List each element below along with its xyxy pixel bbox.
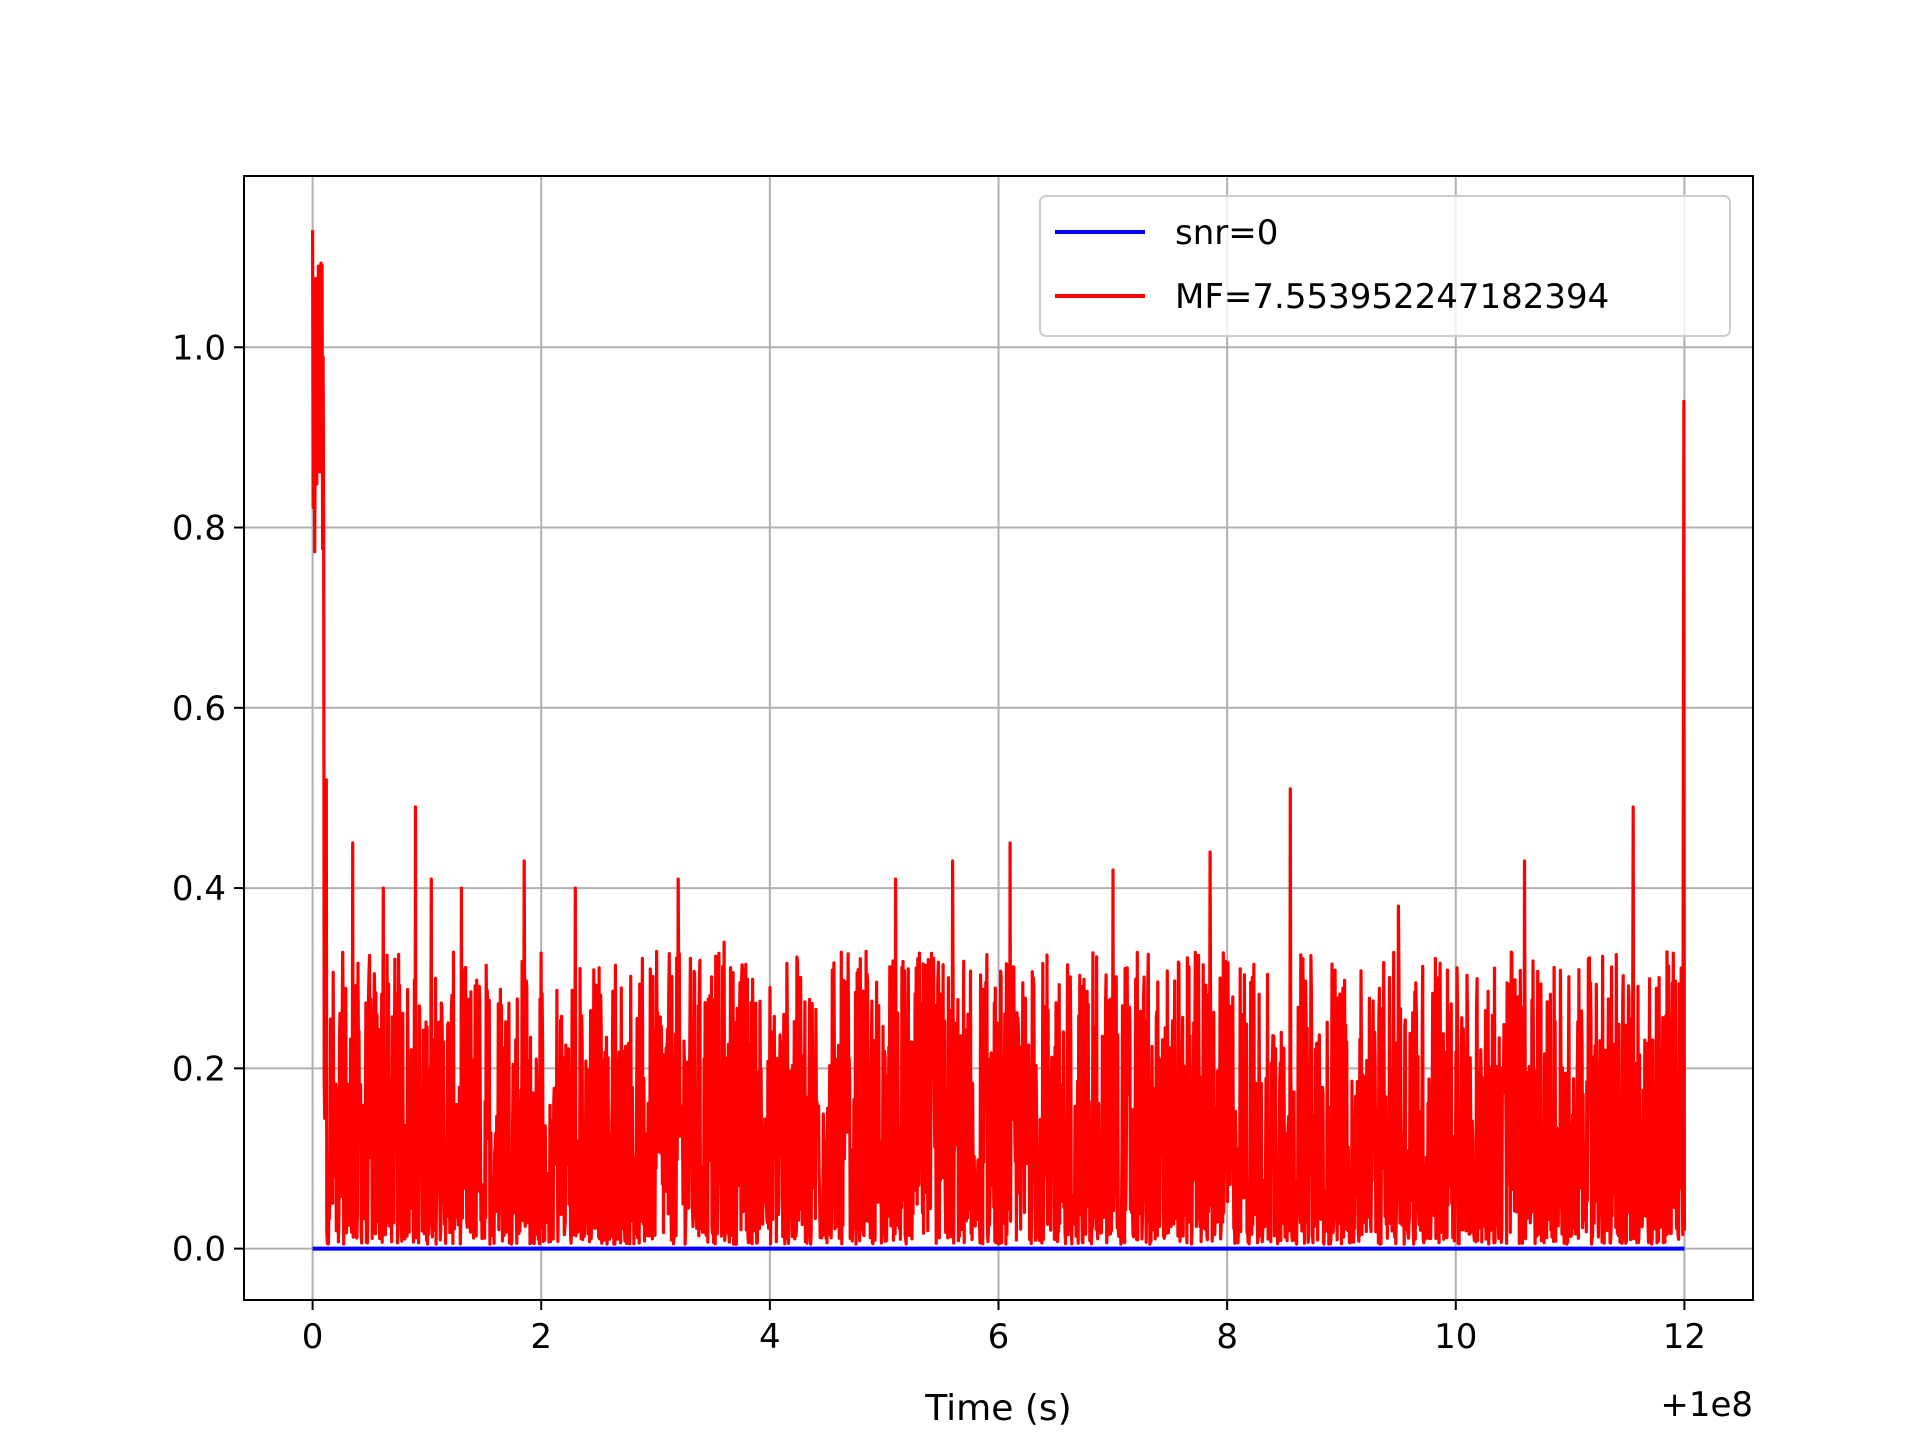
y-tick-label: 0.8 <box>172 509 226 549</box>
legend-entry: snr=0 <box>1175 213 1278 253</box>
ticks: 0 2 4 6 8 10 12 0.0 0.2 0.4 0.6 0.8 1.0 <box>172 328 1706 1357</box>
x-tick-label: 2 <box>530 1317 552 1357</box>
x-axis-offset-label: +1e8 <box>1660 1385 1753 1425</box>
y-tick-label: 0.2 <box>172 1049 226 1089</box>
series-line-mf <box>311 230 1686 1246</box>
legend: snr=0 MF=7.553952247182394 <box>1039 195 1731 337</box>
legend-box <box>1039 195 1731 337</box>
y-tick-label: 0.4 <box>172 869 226 909</box>
x-tick-label: 12 <box>1663 1317 1706 1357</box>
series-layer <box>311 230 1686 1251</box>
y-tick-label: 1.0 <box>172 328 226 368</box>
y-tick-label: 0.0 <box>172 1230 226 1270</box>
x-tick-label: 4 <box>759 1317 781 1357</box>
x-tick-label: 10 <box>1434 1317 1477 1357</box>
legend-entry: MF=7.553952247182394 <box>1175 277 1609 317</box>
x-tick-label: 0 <box>302 1317 324 1357</box>
x-tick-label: 8 <box>1216 1317 1238 1357</box>
x-tick-label: 6 <box>988 1317 1010 1357</box>
y-tick-label: 0.6 <box>172 689 226 729</box>
x-axis-label: Time (s) <box>924 1388 1071 1429</box>
